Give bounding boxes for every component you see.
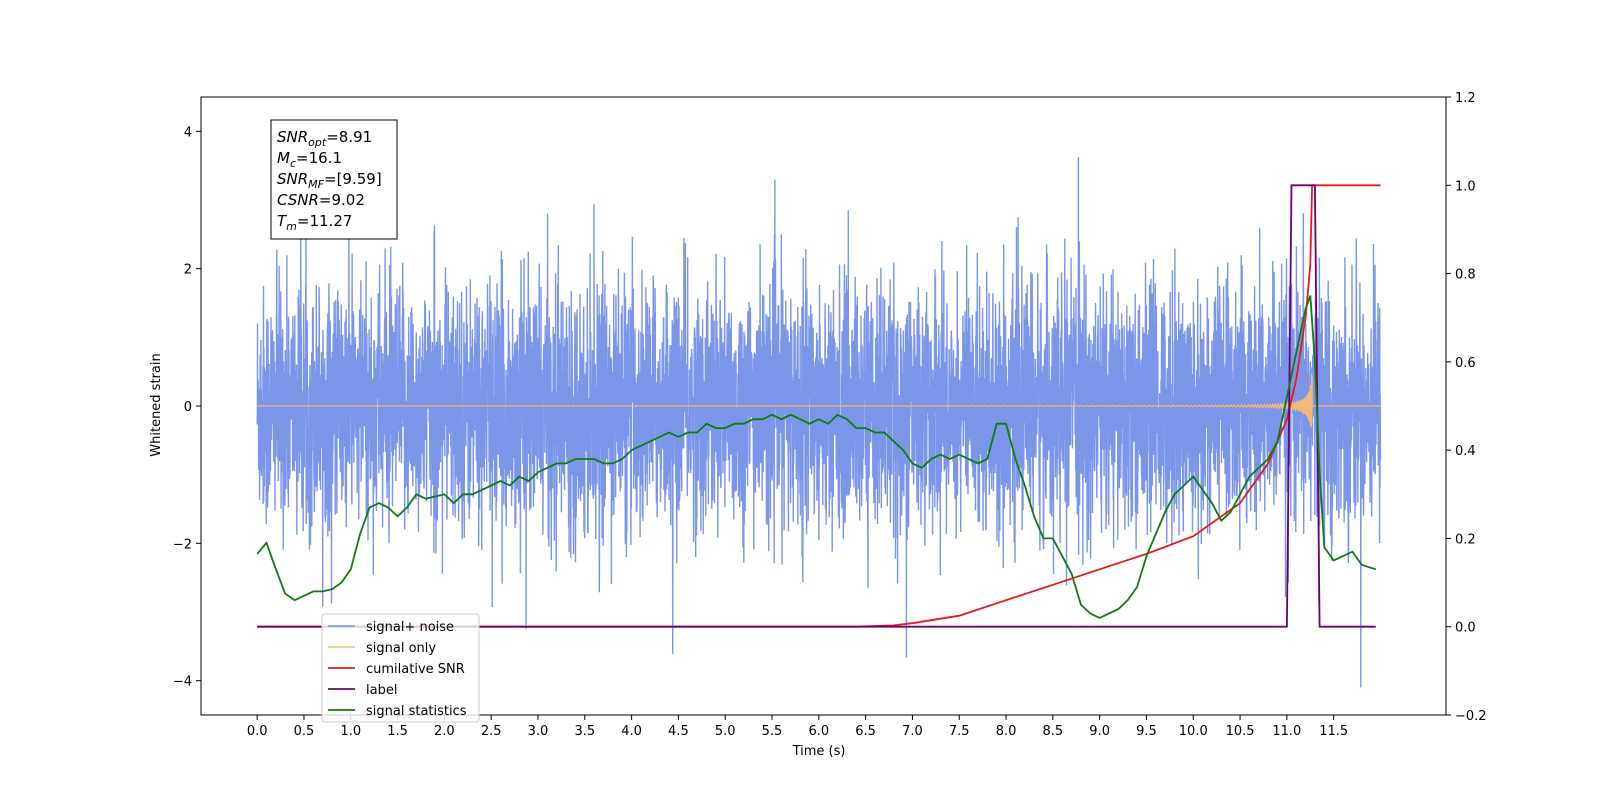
y-left-tick-label: −4 bbox=[173, 675, 192, 690]
x-tick-label: 1.0 bbox=[340, 724, 361, 739]
legend: signal+ noise signal only cumilative SNR la… bbox=[321, 613, 480, 723]
legend-entry: signal+ noise bbox=[366, 620, 454, 635]
series-signal-only-line bbox=[257, 373, 1381, 428]
x-tick-label: 2.0 bbox=[434, 724, 455, 739]
series-label-line bbox=[257, 184, 1376, 628]
x-tick-label: 10.5 bbox=[1226, 724, 1255, 739]
x-tick-label: 3.0 bbox=[528, 724, 549, 739]
x-tick-label: 2.5 bbox=[481, 724, 502, 739]
x-tick-label: 9.0 bbox=[1089, 724, 1110, 739]
x-tick-label: 10.0 bbox=[1179, 724, 1208, 739]
legend-entry: label bbox=[366, 683, 397, 698]
y-right-tick-label: −0.2 bbox=[1455, 709, 1487, 724]
x-tick-label: 4.5 bbox=[668, 724, 689, 739]
annotation-line: Tm=11.27 bbox=[277, 212, 352, 233]
y-right-tick-label: 0.6 bbox=[1455, 356, 1476, 371]
annotation-line: SNRMF=[9.59] bbox=[277, 170, 382, 191]
annotation-frame bbox=[270, 119, 398, 240]
y-left-tick-label: 4 bbox=[184, 125, 192, 140]
y-right-tick-label: 1.0 bbox=[1455, 179, 1476, 194]
x-tick-label: 8.5 bbox=[1042, 724, 1063, 739]
legend-entry: cumilative SNR bbox=[366, 662, 465, 677]
y-left-tick-label: 2 bbox=[184, 263, 192, 278]
annotation-line: Mc=16.1 bbox=[277, 149, 342, 170]
x-tick-label: 6.5 bbox=[855, 724, 876, 739]
annotation-line: SNRopt=8.91 bbox=[277, 128, 372, 149]
y-left-tick-label: −2 bbox=[173, 537, 192, 552]
y-right-tick-label: 1.2 bbox=[1455, 91, 1476, 106]
x-tick-label: 9.5 bbox=[1136, 724, 1157, 739]
x-tick-label: 11.5 bbox=[1319, 724, 1348, 739]
x-tick-label: 5.0 bbox=[715, 724, 736, 739]
legend-frame bbox=[321, 613, 480, 723]
x-tick-label: 7.5 bbox=[949, 724, 970, 739]
x-tick-label: 7.0 bbox=[902, 724, 923, 739]
x-tick-label: 0.5 bbox=[294, 724, 315, 739]
annotation-line: CSNR=9.02 bbox=[277, 191, 365, 209]
y-axis-label: Whitened strain bbox=[149, 353, 164, 456]
legend-entry: signal statistics bbox=[366, 704, 467, 719]
x-tick-label: 0.0 bbox=[247, 724, 268, 739]
y-right-tick-label: 0.0 bbox=[1455, 621, 1476, 636]
legend-entry: signal only bbox=[366, 641, 436, 656]
y-right-tick-label: 0.4 bbox=[1455, 444, 1476, 459]
x-tick-label: 11.0 bbox=[1272, 724, 1301, 739]
series-signal-statistics-line bbox=[256, 295, 1377, 619]
x-tick-label: 4.0 bbox=[621, 724, 642, 739]
x-tick-label: 8.0 bbox=[996, 724, 1017, 739]
x-tick-label: 6.0 bbox=[808, 724, 829, 739]
x-tick-label: 5.5 bbox=[762, 724, 783, 739]
y-right-tick-label: 0.8 bbox=[1455, 268, 1476, 283]
x-tick-label: 3.5 bbox=[574, 724, 595, 739]
x-tick-label: 1.5 bbox=[387, 724, 408, 739]
y-left-tick-label: 0 bbox=[184, 400, 192, 415]
x-axis-label: Time (s) bbox=[792, 744, 846, 759]
y-right-tick-label: 0.2 bbox=[1455, 532, 1476, 547]
